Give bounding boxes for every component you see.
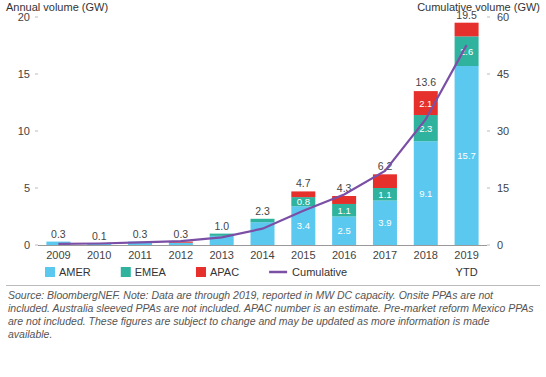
- total-label: 13.6: [416, 76, 437, 88]
- divider: [6, 285, 540, 286]
- bar-segment: [46, 241, 70, 242]
- bar-segment: [414, 141, 438, 245]
- x-tick-label: 2012: [169, 249, 193, 261]
- bar-segment: [169, 243, 193, 245]
- total-label: 0.3: [51, 228, 66, 240]
- total-label: 0.3: [133, 228, 148, 240]
- total-label: 19.5: [456, 9, 477, 21]
- y-tick: [35, 74, 38, 75]
- y2-tick: [487, 245, 490, 246]
- x-tick-label: 2010: [87, 249, 111, 261]
- bar-segment: [291, 206, 315, 245]
- y-tick-label: 10: [18, 125, 30, 137]
- x-tick-label: 2014: [250, 249, 274, 261]
- y2-tick: [487, 74, 490, 75]
- y2-tick-label: 45: [497, 68, 509, 80]
- x-tick-label: 2015: [291, 249, 315, 261]
- y2-tick-label: 60: [497, 11, 509, 23]
- segment-label: 2.5: [338, 225, 351, 236]
- y2-axis-title: Cumulative volume (GW): [417, 1, 540, 13]
- segment-label: 0.8: [297, 196, 310, 207]
- segment-label: 2.1: [419, 98, 432, 109]
- bars: [46, 23, 478, 245]
- x-tick-label: 2018: [414, 249, 438, 261]
- bar-segment: [210, 233, 234, 234]
- x-tick-label: 2019: [454, 249, 478, 261]
- bar-segment: [373, 188, 397, 201]
- segment-label: 3.9: [378, 217, 391, 228]
- y-tick: [35, 188, 38, 189]
- y-tick: [35, 131, 38, 132]
- x-axis: [38, 245, 487, 246]
- legend-label: EMEA: [135, 266, 167, 278]
- y-tick-label: 20: [18, 11, 30, 23]
- y-tick-label: 15: [18, 68, 30, 80]
- bar-segment: [455, 23, 479, 37]
- y2-tick: [487, 17, 490, 18]
- y2-tick-label: 30: [497, 125, 509, 137]
- legend-swatch: [45, 267, 55, 277]
- x-tick-label: 2017: [373, 249, 397, 261]
- bar-segment: [332, 204, 356, 217]
- bar-segment: [251, 219, 275, 222]
- x-tick-label: 2009: [46, 249, 70, 261]
- y-tick: [35, 17, 38, 18]
- legend-swatch: [196, 267, 206, 277]
- total-label: 2.3: [255, 205, 270, 217]
- y-tick-label: 5: [24, 182, 30, 194]
- segment-label: 15.7: [457, 150, 476, 161]
- bar-segment: [373, 201, 397, 245]
- y-tick-label: 0: [24, 239, 30, 251]
- annotation: YTD: [456, 266, 478, 278]
- legend-swatch: [269, 271, 287, 274]
- y2-tick: [487, 131, 490, 132]
- cumulative-line: [58, 45, 466, 244]
- y2-tick: [487, 188, 490, 189]
- total-label: 4.7: [296, 177, 311, 189]
- x-tick-label: 2016: [332, 249, 356, 261]
- total-label: 1.0: [214, 220, 229, 232]
- segment-label: 9.1: [419, 188, 432, 199]
- y-tick: [35, 245, 38, 246]
- total-label: 0.1: [92, 230, 107, 242]
- y2-tick-label: 15: [497, 182, 509, 194]
- bar-segment: [455, 66, 479, 245]
- bar-segment: [46, 241, 70, 242]
- bar-segment: [332, 217, 356, 246]
- segment-label: 1.1: [378, 189, 391, 200]
- segment-label: 3.4: [297, 220, 310, 231]
- legend-swatch: [121, 267, 131, 277]
- lines: [58, 45, 466, 244]
- source-note: Source: BloombergNEF. Note: Data are thr…: [8, 289, 536, 341]
- data-labels: 0.30.10.30.31.02.33.40.84.72.51.14.33.91…: [51, 9, 477, 242]
- segment-label: 1.1: [338, 205, 351, 216]
- legend-label: AMER: [59, 266, 91, 278]
- y2-tick-label: 0: [497, 239, 503, 251]
- bar-segment: [251, 218, 275, 219]
- legend-label: Cumulative: [292, 266, 347, 278]
- total-label: 0.3: [174, 228, 189, 240]
- legend-label: APAC: [210, 266, 239, 278]
- x-tick-label: 2011: [128, 249, 152, 261]
- x-tick-label: 2013: [209, 249, 233, 261]
- bar-segment: [291, 197, 315, 206]
